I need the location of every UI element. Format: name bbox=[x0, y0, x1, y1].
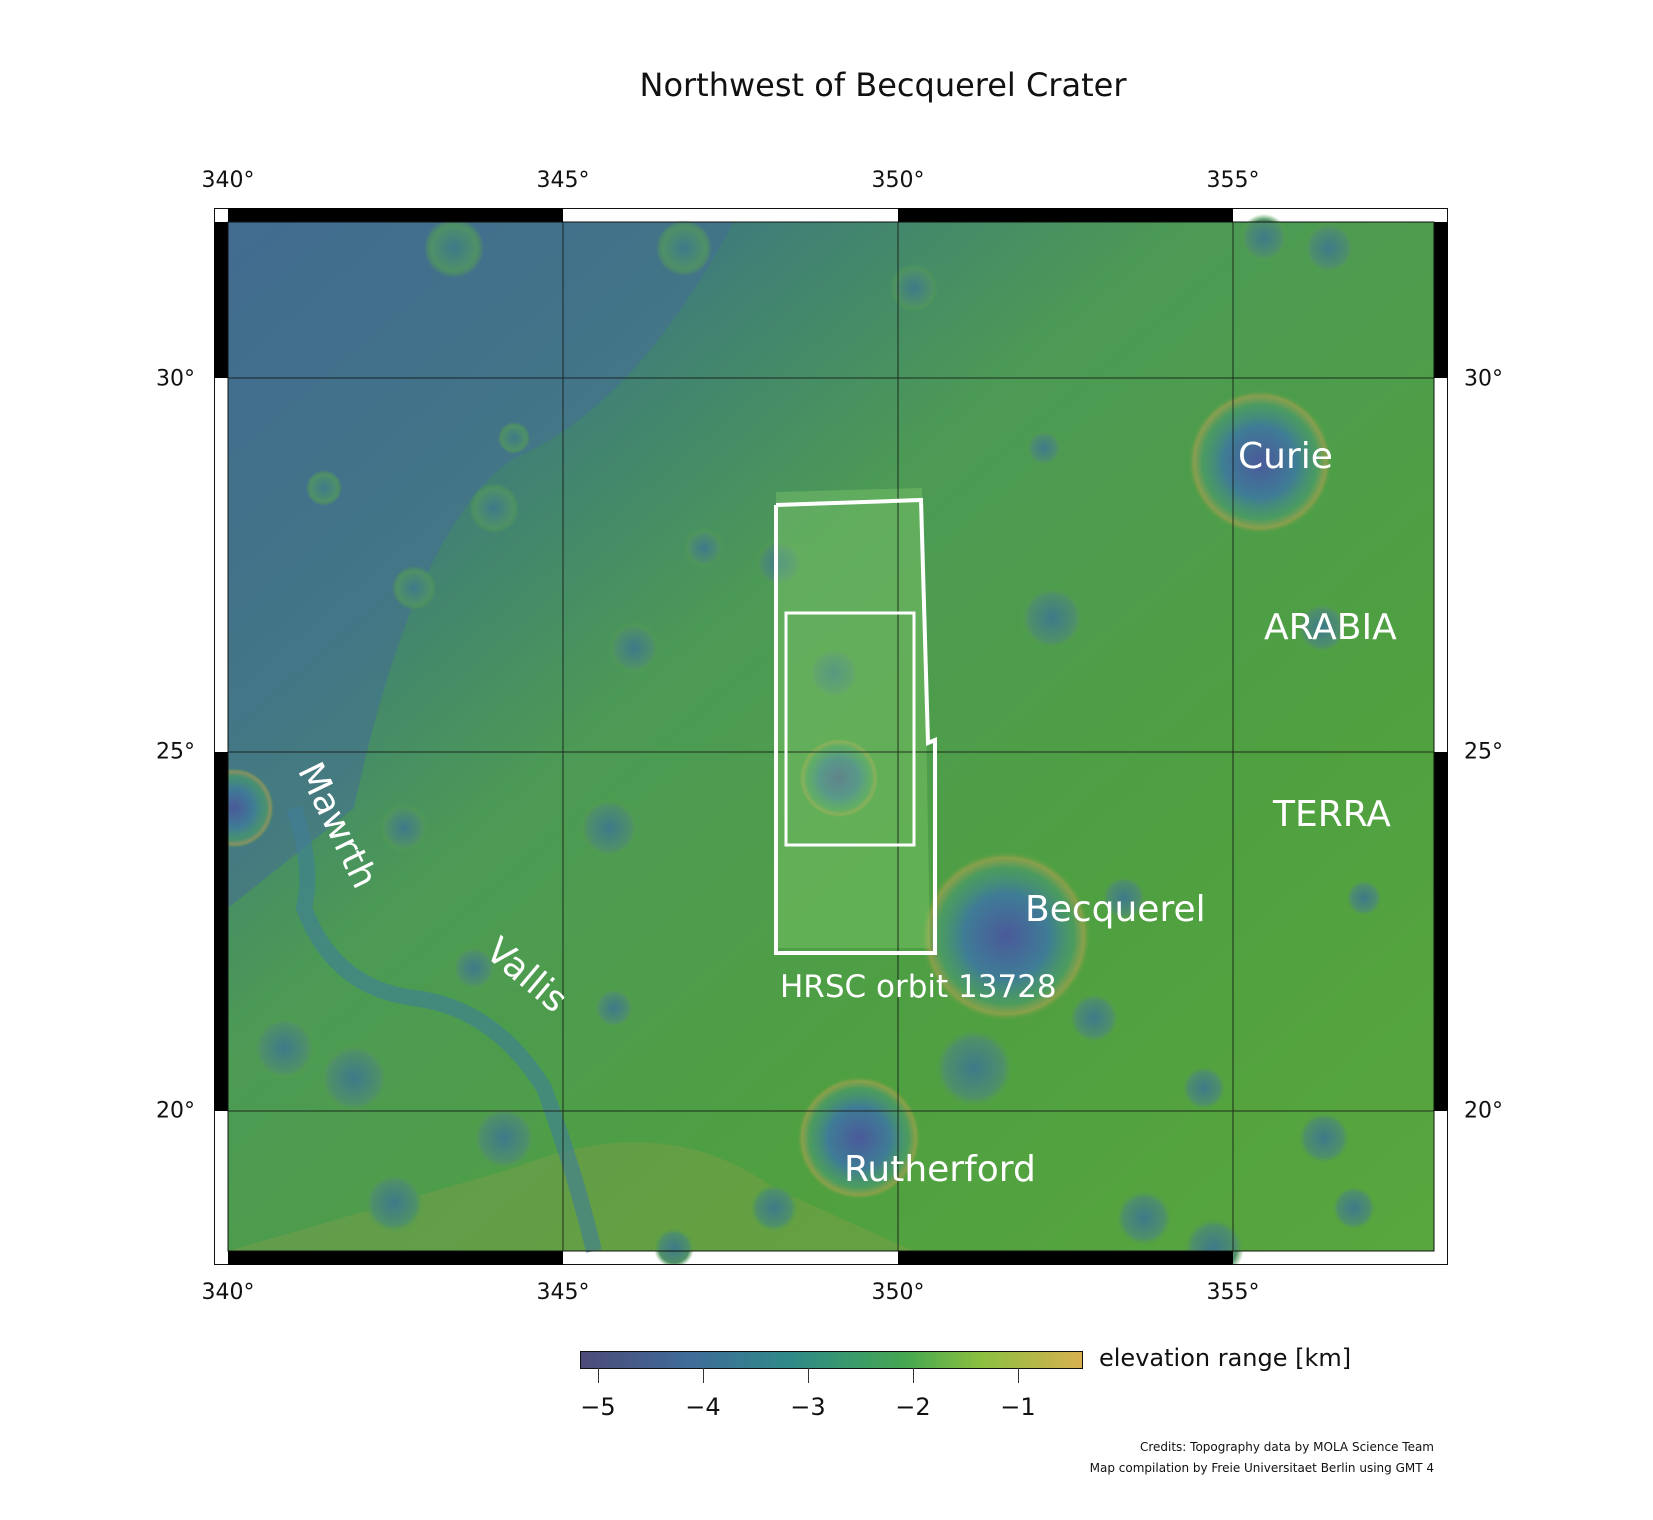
small-crater bbox=[1298, 1112, 1350, 1164]
large-crater bbox=[921, 851, 1091, 1021]
credits-line-2: Map compilation by Freie Universitaet Be… bbox=[1089, 1461, 1434, 1475]
large-crater bbox=[799, 738, 879, 818]
colorbar-label: −5 bbox=[580, 1393, 616, 1421]
colorbar-tick bbox=[808, 1368, 809, 1383]
map-border bbox=[214, 208, 1448, 1265]
small-crater bbox=[1346, 880, 1382, 916]
lon-label-top-345: 345° bbox=[536, 168, 590, 193]
small-crater bbox=[252, 1016, 316, 1080]
lon-label-bottom-355: 355° bbox=[1206, 1280, 1260, 1305]
colorbar-title: elevation range [km] bbox=[1099, 1344, 1352, 1372]
small-crater bbox=[1116, 1190, 1172, 1246]
small-crater bbox=[934, 1028, 1014, 1108]
small-crater bbox=[469, 483, 519, 533]
lat-label-right-30: 30° bbox=[1464, 366, 1503, 392]
credits-line-1: Credits: Topography data by MOLA Science… bbox=[1139, 1440, 1434, 1454]
colorbar-label: −2 bbox=[895, 1393, 931, 1421]
hrsc-footprint-outer bbox=[774, 497, 937, 955]
map-title: Northwest of Becquerel Crater bbox=[639, 66, 1127, 104]
mawrth-vallis-channel bbox=[286, 805, 602, 1253]
small-crater bbox=[750, 1184, 798, 1232]
label-terra: TERRA bbox=[1273, 794, 1391, 835]
colorbar-label: −3 bbox=[790, 1393, 826, 1421]
lat-label-right-25: 25° bbox=[1464, 739, 1503, 765]
lat-label-right-20: 20° bbox=[1464, 1098, 1503, 1124]
lat-label-left-25: 25° bbox=[156, 739, 195, 765]
lon-label-top-355: 355° bbox=[1206, 168, 1260, 193]
small-crater bbox=[1240, 214, 1288, 262]
lon-label-bottom-350: 350° bbox=[871, 1280, 925, 1305]
colorbar-tick bbox=[598, 1368, 599, 1383]
label-arabia: ARABIA bbox=[1264, 607, 1397, 648]
large-crater bbox=[214, 768, 274, 848]
small-crater bbox=[452, 946, 496, 990]
small-crater bbox=[424, 218, 484, 278]
graticule bbox=[228, 222, 1434, 1251]
small-crater bbox=[498, 422, 530, 454]
small-crater bbox=[1332, 1186, 1376, 1230]
small-crater bbox=[1297, 603, 1347, 653]
lowland-shading bbox=[228, 222, 734, 908]
small-crater bbox=[579, 798, 639, 858]
small-crater bbox=[306, 470, 342, 506]
hrsc-coverage-area bbox=[776, 488, 930, 948]
lon-label-top-340: 340° bbox=[201, 168, 255, 193]
small-crater bbox=[1026, 430, 1062, 466]
colorbar-tick bbox=[913, 1368, 914, 1383]
label-rutherford: Rutherford bbox=[844, 1149, 1036, 1190]
craters bbox=[214, 214, 1382, 1265]
small-crater bbox=[684, 528, 724, 568]
lat-label-left-30: 30° bbox=[156, 366, 195, 392]
large-crater bbox=[797, 1076, 921, 1200]
hrsc-footprint-inner bbox=[784, 611, 916, 847]
small-crater bbox=[392, 566, 436, 610]
small-crater bbox=[1020, 586, 1084, 650]
colorbar-label: −1 bbox=[1000, 1393, 1036, 1421]
small-crater bbox=[594, 988, 634, 1028]
small-crater bbox=[472, 1106, 536, 1170]
elevation-colorbar bbox=[580, 1351, 1083, 1369]
small-crater bbox=[890, 264, 938, 312]
small-crater bbox=[755, 539, 803, 587]
label-becquerel-text: Becquerel bbox=[1025, 889, 1206, 930]
small-crater bbox=[319, 1043, 389, 1113]
lon-label-bottom-345: 345° bbox=[536, 1280, 590, 1305]
small-crater bbox=[380, 804, 428, 852]
colorbar-label: −4 bbox=[685, 1393, 721, 1421]
lat-label-left-20: 20° bbox=[156, 1098, 195, 1124]
label-curie: Curie bbox=[1238, 436, 1333, 477]
label-hrsc-orbit: HRSC orbit 13728 bbox=[780, 969, 1057, 1005]
lon-label-bottom-340: 340° bbox=[201, 1280, 255, 1305]
small-crater bbox=[654, 1228, 694, 1265]
small-crater bbox=[808, 647, 860, 699]
small-crater bbox=[1069, 993, 1119, 1043]
large-crater bbox=[1188, 390, 1332, 534]
topographic-map bbox=[214, 208, 1448, 1265]
small-crater bbox=[1102, 876, 1146, 920]
colorbar-tick bbox=[703, 1368, 704, 1383]
small-crater bbox=[656, 220, 712, 276]
small-crater bbox=[364, 1173, 424, 1233]
lon-label-top-350: 350° bbox=[871, 168, 925, 193]
colorbar-tick bbox=[1018, 1368, 1019, 1383]
small-crater bbox=[1182, 1066, 1226, 1110]
small-crater bbox=[1303, 222, 1355, 274]
small-crater bbox=[608, 622, 660, 674]
